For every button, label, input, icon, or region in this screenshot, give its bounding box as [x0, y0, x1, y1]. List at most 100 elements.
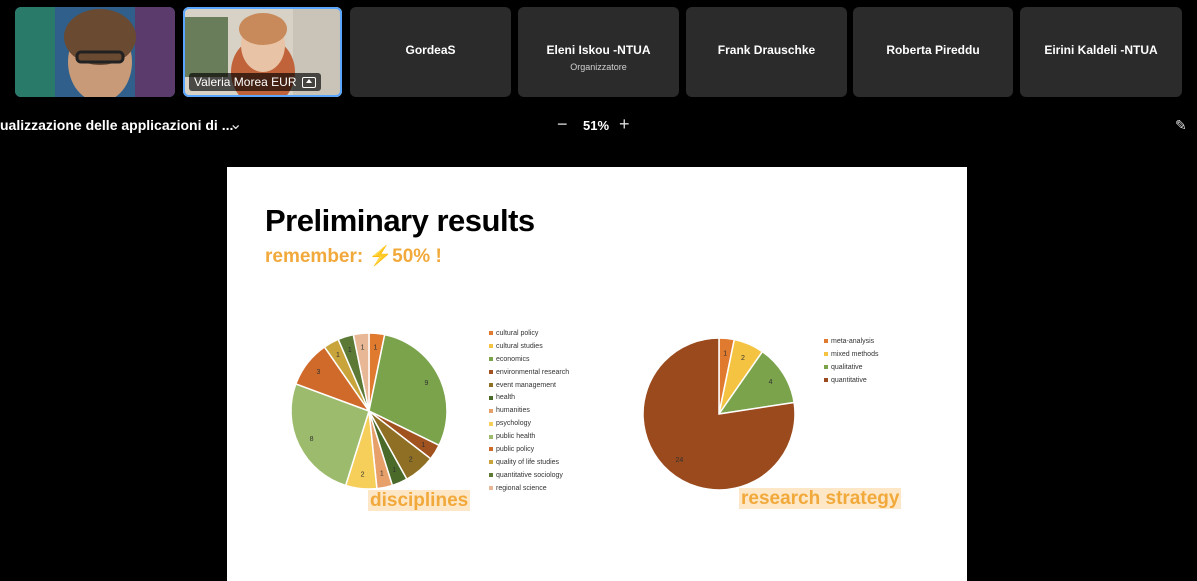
slide-subtitle: remember: ⚡50% ! — [265, 246, 442, 267]
legend-swatch — [489, 357, 493, 362]
legend-item: regional science — [489, 482, 569, 495]
research-strategy-legend: meta-analysis mixed methods qualitative qua… — [824, 335, 878, 387]
legend-swatch — [489, 473, 493, 478]
legend-label: quantitative — [831, 376, 867, 384]
screen-share-icon — [302, 76, 317, 88]
participant-tile-4[interactable]: Eleni Iskou -NTUA Organizzatore — [518, 7, 679, 97]
legend-swatch — [824, 365, 828, 370]
pie-slice-label: 1 — [421, 442, 425, 449]
legend-label: public health — [496, 433, 536, 441]
participant-name: Eleni Iskou -NTUA — [546, 43, 651, 57]
legend-item: economics — [489, 353, 569, 366]
participant-name: Eirini Kaldeli -NTUA — [1044, 43, 1158, 57]
pie-slice-label: 2 — [361, 472, 365, 479]
research-strategy-caption: research strategy — [739, 488, 902, 509]
pie-slice — [368, 333, 448, 447]
disciplines-legend: cultural policy cultural studies economics… — [489, 327, 569, 495]
pie-slice — [642, 337, 796, 491]
legend-label: health — [496, 394, 516, 402]
legend-item: public policy — [489, 443, 569, 456]
legend-item: quantitative — [824, 374, 878, 387]
legend-label: qualitative — [831, 363, 863, 371]
shared-window-title: ualizzazione delle applicazioni di ... — [0, 117, 234, 133]
legend-item: qualitative — [824, 361, 878, 374]
legend-label: mixed methods — [831, 350, 879, 358]
legend-swatch — [824, 339, 828, 344]
legend-swatch — [489, 370, 493, 375]
participant-name: GordeaS — [405, 43, 456, 57]
legend-swatch — [489, 434, 493, 439]
pie-slice-label: 9 — [424, 380, 428, 387]
chevron-down-icon[interactable]: ⌄ — [229, 116, 243, 133]
legend-item: cultural studies — [489, 340, 569, 353]
disciplines-pie-chart: 1 9 1 2 1 1 2 8 3 1 1 1 — [290, 332, 448, 490]
legend-label: economics — [496, 355, 530, 363]
legend-item: quantitative sociology — [489, 469, 569, 482]
participant-name: Valeria Morea EUR — [194, 75, 297, 89]
legend-item: psychology — [489, 417, 569, 430]
participant-tile-6[interactable]: Roberta Pireddu — [853, 7, 1013, 97]
participant-name: Roberta Pireddu — [886, 43, 980, 57]
legend-swatch — [489, 331, 493, 336]
legend-item: cultural policy — [489, 327, 569, 340]
legend-swatch — [489, 486, 493, 491]
pie-slice-label: 1 — [348, 347, 352, 354]
pie-slice-label: 24 — [675, 457, 683, 464]
zoom-in-button[interactable]: + — [619, 114, 630, 134]
zoom-level: 51% — [583, 118, 610, 133]
legend-item: public health — [489, 430, 569, 443]
legend-item: environmental research — [489, 366, 569, 379]
participant-tile-2[interactable]: Valeria Morea EUR — [183, 7, 342, 97]
legend-label: cultural studies — [496, 342, 543, 350]
legend-label: environmental research — [496, 368, 570, 376]
pie-slice-label: 1 — [380, 471, 384, 478]
pie-slice — [717, 350, 795, 416]
legend-item: health — [489, 391, 569, 404]
participant-name: Frank Drauschke — [717, 43, 816, 57]
legend-item: quality of life studies — [489, 456, 569, 469]
pie-slice-label: 1 — [361, 344, 365, 351]
annotate-pen-icon[interactable]: ✎ — [1175, 117, 1187, 133]
legend-item: mixed methods — [824, 348, 878, 361]
legend-swatch — [824, 352, 828, 357]
legend-label: psychology — [496, 420, 532, 428]
pie-slice-label: 1 — [723, 351, 727, 358]
legend-item: meta-analysis — [824, 335, 878, 348]
participant-tile-7[interactable]: Eirini Kaldeli -NTUA — [1020, 7, 1182, 97]
legend-label: quality of life studies — [496, 458, 560, 466]
pie-slice-label: 3 — [316, 369, 320, 376]
participant-tile-5[interactable]: Frank Drauschke — [686, 7, 847, 97]
legend-swatch — [489, 383, 493, 387]
disciplines-caption: disciplines — [368, 490, 471, 511]
pie-slice-label: 4 — [769, 379, 773, 386]
legend-item: event management — [489, 379, 569, 392]
legend-swatch — [489, 460, 493, 465]
legend-label: regional science — [496, 484, 547, 492]
legend-label: event management — [496, 381, 556, 389]
participant-role: Organizzatore — [570, 62, 627, 72]
legend-swatch — [489, 408, 493, 413]
legend-item: humanities — [489, 404, 569, 417]
legend-swatch — [489, 421, 493, 426]
legend-swatch — [489, 395, 493, 400]
legend-label: quantitative sociology — [496, 471, 563, 479]
legend-swatch — [824, 378, 828, 383]
legend-swatch — [489, 447, 493, 452]
participant-name-label: Valeria Morea EUR — [189, 73, 322, 91]
participant-video-1 — [15, 7, 175, 97]
participant-tile-3[interactable]: GordeaS — [350, 7, 511, 97]
pie-slice-label: 8 — [310, 436, 314, 443]
slide-title: Preliminary results — [265, 203, 535, 238]
pie-slice-label: 1 — [336, 352, 340, 359]
legend-label: cultural policy — [496, 329, 539, 337]
pie-slice-label: 2 — [409, 457, 413, 464]
zoom-out-button[interactable]: − — [557, 114, 568, 134]
legend-swatch — [489, 344, 493, 349]
pie-slice — [290, 382, 370, 487]
pie-slice-label: 1 — [374, 344, 378, 351]
pie-slice-label: 1 — [392, 467, 396, 474]
participant-tile-1[interactable] — [15, 7, 175, 97]
pie-slice-label: 2 — [741, 355, 745, 362]
legend-label: public policy — [496, 445, 535, 453]
